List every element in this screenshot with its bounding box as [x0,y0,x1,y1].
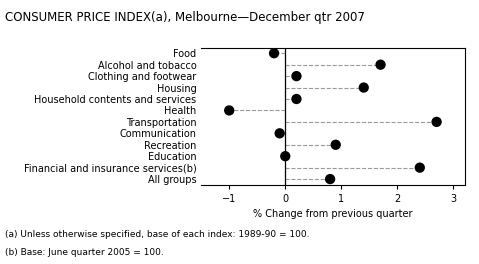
Text: CONSUMER PRICE INDEX(a), Melbourne—December qtr 2007: CONSUMER PRICE INDEX(a), Melbourne—Decem… [5,11,365,23]
Point [226,108,233,112]
Point [332,143,340,147]
Point [433,120,440,124]
Point [276,131,284,135]
Point [282,154,289,158]
Point [360,86,367,90]
Point [326,177,334,181]
Text: (b) Base: June quarter 2005 = 100.: (b) Base: June quarter 2005 = 100. [5,248,163,257]
Point [293,97,300,101]
Text: (a) Unless otherwise specified, base of each index: 1989-90 = 100.: (a) Unless otherwise specified, base of … [5,230,309,239]
Point [416,166,423,170]
Point [270,51,278,55]
Point [376,63,384,67]
Point [293,74,300,78]
X-axis label: % Change from previous quarter: % Change from previous quarter [253,209,412,219]
